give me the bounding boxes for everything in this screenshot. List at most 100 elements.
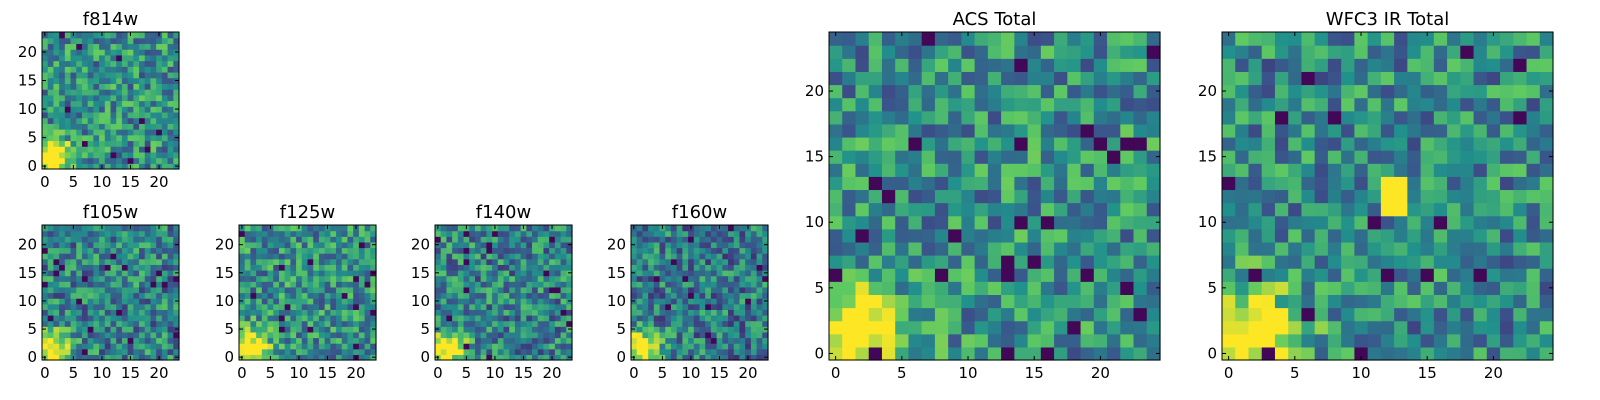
- heatmap-cell: [1380, 97, 1395, 112]
- heatmap-cell: [554, 348, 562, 355]
- heatmap-cell: [70, 151, 77, 159]
- heatmap-cell: [53, 83, 60, 90]
- heatmap-cell: [70, 292, 77, 299]
- heatmap-cell: [104, 337, 112, 344]
- heatmap-cell: [364, 241, 371, 249]
- heatmap-cell: [560, 225, 567, 232]
- heatmap-cell: [353, 253, 360, 260]
- heatmap-cell: [81, 117, 89, 124]
- heatmap-cell: [921, 176, 936, 191]
- heatmap-cell: [290, 258, 297, 265]
- heatmap-cell: [733, 331, 741, 339]
- heatmap-cell: [99, 264, 106, 271]
- heatmap-cell: [1433, 255, 1448, 269]
- heatmap-cell: [116, 303, 123, 310]
- heatmap-cell: [705, 241, 712, 249]
- heatmap-cell: [514, 281, 522, 288]
- heatmap-cell: [81, 60, 89, 67]
- y-tick-label: 5: [224, 320, 234, 338]
- heatmap-cell: [64, 129, 72, 136]
- heatmap-cell: [167, 315, 174, 322]
- heatmap-cell: [99, 247, 106, 254]
- heatmap-cell: [364, 292, 371, 299]
- heatmap-cell: [139, 163, 146, 170]
- heatmap-cell: [64, 270, 72, 277]
- heatmap-cell: [244, 343, 252, 350]
- heatmap-cell: [121, 129, 129, 136]
- heatmap-cell: [659, 236, 666, 243]
- heatmap-cell: [653, 236, 661, 243]
- heatmap-cell: [710, 354, 718, 361]
- heatmap-cell: [239, 331, 246, 339]
- heatmap-cell: [64, 264, 72, 271]
- heatmap-cell: [87, 298, 94, 305]
- heatmap-cell: [636, 247, 644, 254]
- heatmap-cell: [156, 230, 163, 237]
- heatmap-cell: [492, 264, 499, 271]
- heatmap-cell: [358, 230, 366, 237]
- heatmap-cell: [716, 337, 723, 344]
- heatmap-cell: [688, 326, 695, 333]
- heatmap-cell: [722, 309, 729, 316]
- heatmap-cell: [87, 247, 94, 254]
- heatmap-cell: [1380, 84, 1395, 99]
- heatmap-cell: [1146, 97, 1161, 112]
- heatmap-cell: [756, 354, 763, 361]
- heatmap-cell: [636, 230, 644, 237]
- heatmap-cell: [76, 236, 83, 243]
- heatmap-cell: [127, 37, 134, 45]
- heatmap-cell: [1539, 255, 1554, 269]
- heatmap-cell: [42, 66, 49, 73]
- heatmap-cell: [1080, 268, 1095, 282]
- heatmap-cell: [116, 320, 123, 327]
- heatmap-cell: [1054, 228, 1068, 243]
- heatmap-cell: [520, 326, 527, 333]
- heatmap-cell: [1394, 333, 1408, 348]
- heatmap-cell: [1447, 241, 1461, 256]
- heatmap-cell: [1420, 32, 1435, 46]
- heatmap-cell: [1001, 346, 1015, 361]
- heatmap-cell: [313, 343, 320, 350]
- heatmap-cell: [670, 281, 678, 288]
- heatmap-cell: [256, 281, 263, 288]
- heatmap-cell: [1327, 58, 1342, 72]
- y-tick-label: 10: [805, 213, 824, 231]
- heatmap-cell: [1093, 97, 1108, 112]
- heatmap-cell: [560, 354, 567, 361]
- heatmap-cell: [121, 309, 129, 316]
- heatmap-cell: [358, 241, 366, 249]
- heatmap-cell: [699, 286, 706, 294]
- heatmap-cell: [1080, 346, 1095, 361]
- heatmap-cell: [520, 275, 527, 282]
- heatmap-cell: [110, 71, 117, 79]
- heatmap-cell: [104, 83, 112, 90]
- heatmap-cell: [167, 66, 174, 73]
- heatmap-cell: [670, 241, 678, 249]
- heatmap-cell: [1274, 32, 1289, 46]
- heatmap-cell: [855, 97, 870, 112]
- heatmap-cell: [1314, 346, 1329, 361]
- heatmap-cell: [566, 292, 573, 299]
- heatmap-cell: [446, 309, 453, 316]
- heatmap-cell: [161, 71, 169, 79]
- heatmap-cell: [1274, 45, 1289, 59]
- heatmap-cell: [868, 84, 883, 99]
- heatmap-cell: [457, 337, 465, 344]
- heatmap-cell: [1526, 97, 1541, 112]
- heatmap-cell: [261, 230, 269, 237]
- heatmap-cell: [76, 77, 83, 84]
- heatmap-cell: [1014, 346, 1029, 361]
- heatmap-cell: [503, 230, 510, 237]
- heatmap-cell: [244, 253, 252, 260]
- heatmap-cell: [133, 354, 140, 361]
- heatmap-cell: [532, 298, 539, 305]
- heatmap-cell: [76, 123, 83, 130]
- heatmap-cell: [139, 129, 146, 136]
- heatmap-cell: [509, 298, 516, 305]
- heatmap-cell: [76, 54, 83, 62]
- heatmap-cell: [1107, 71, 1121, 86]
- heatmap-cell: [87, 270, 94, 277]
- heatmap-cell: [307, 258, 314, 265]
- heatmap-cell: [1539, 110, 1554, 125]
- heatmap-cell: [474, 286, 482, 294]
